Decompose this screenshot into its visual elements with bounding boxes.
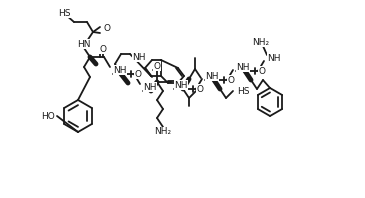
Text: O: O xyxy=(100,45,107,53)
Text: HN: HN xyxy=(77,39,91,49)
Text: O: O xyxy=(154,62,161,70)
Text: NH: NH xyxy=(174,81,188,89)
Text: NH: NH xyxy=(113,66,127,74)
Text: HS: HS xyxy=(58,9,70,17)
Text: O: O xyxy=(134,69,142,78)
Text: NH: NH xyxy=(236,63,250,71)
Text: O: O xyxy=(227,75,234,85)
Text: NH₂: NH₂ xyxy=(253,37,270,47)
Text: O: O xyxy=(196,85,204,93)
Text: NH: NH xyxy=(267,53,280,63)
Text: O: O xyxy=(103,24,110,32)
Text: NH: NH xyxy=(132,52,146,62)
Text: NH: NH xyxy=(143,83,157,91)
Text: HO: HO xyxy=(41,111,55,121)
Text: NH: NH xyxy=(205,71,219,81)
Text: NH₂: NH₂ xyxy=(154,128,172,136)
Text: HS: HS xyxy=(237,87,250,95)
Text: O: O xyxy=(258,67,265,75)
